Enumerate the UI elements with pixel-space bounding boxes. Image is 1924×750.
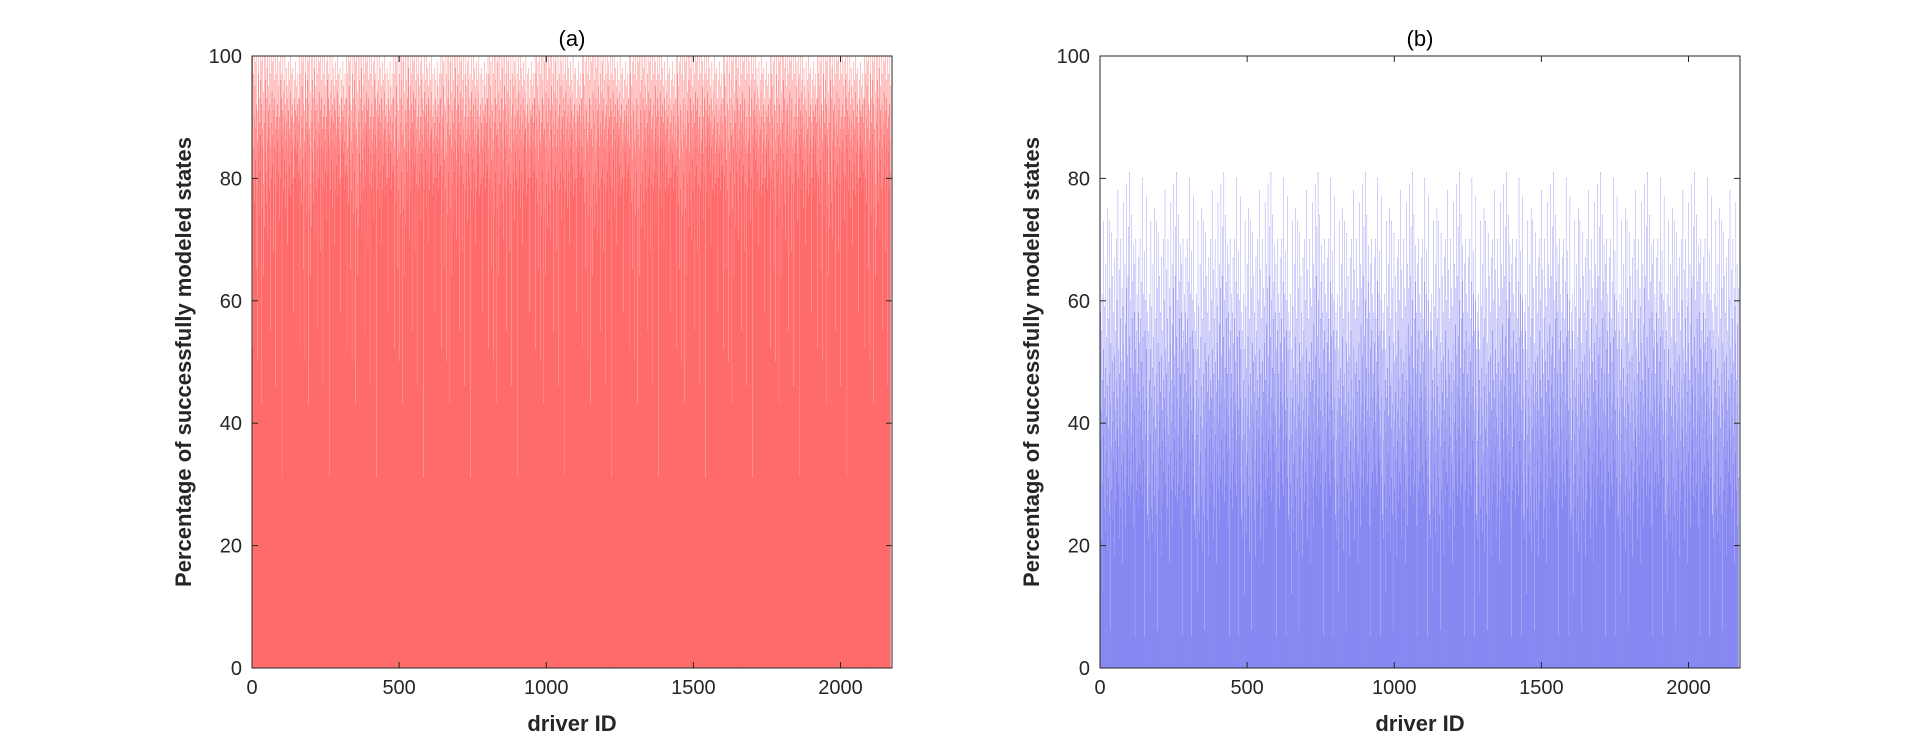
x-tick-label: 1500 xyxy=(671,677,716,699)
x-tick-label: 0 xyxy=(246,677,257,699)
y-tick-label: 60 xyxy=(220,291,242,313)
y-axis-ticks: 0 20 40 60 80 100 xyxy=(209,46,892,680)
bar-series xyxy=(1100,171,1739,669)
axes-box xyxy=(251,55,893,669)
chart-title: (a) xyxy=(559,26,586,51)
y-tick-label: 40 xyxy=(220,413,242,435)
x-axis-label: driver ID xyxy=(527,711,616,736)
y-tick-label: 80 xyxy=(220,168,242,190)
y-tick-label: 20 xyxy=(220,536,242,558)
bar-series xyxy=(252,55,891,669)
x-tick-label: 500 xyxy=(382,677,415,699)
x-tick-label: 1000 xyxy=(524,677,569,699)
x-axis-ticks: 0 500 1000 1500 2000 xyxy=(246,56,863,699)
y-tick-label: 100 xyxy=(209,46,242,68)
y-tick-label: 0 xyxy=(231,658,242,680)
y-axis-label: Percentage of successfully modeled state… xyxy=(171,137,196,587)
chart-panel-a: 0 20 40 60 80 100 0 500 1000 1500 2000 (a) driver… xyxy=(171,26,893,736)
x-tick-label: 2000 xyxy=(818,677,863,699)
